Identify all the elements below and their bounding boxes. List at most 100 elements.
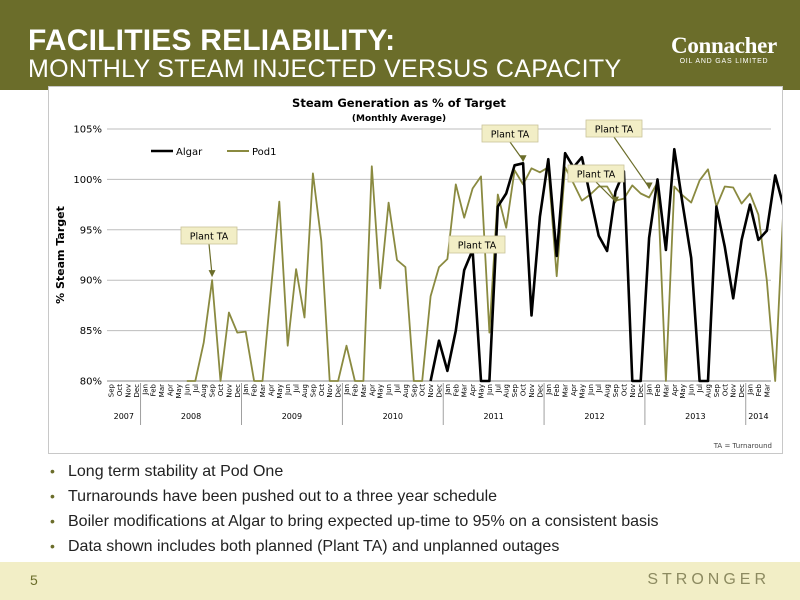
x-tick-label: Jun	[284, 384, 292, 396]
x-tick-label: Aug	[704, 384, 712, 398]
callout-label: Plant TA	[577, 170, 616, 181]
plant-ta-callout: Plant TA	[481, 124, 539, 163]
x-tick-label: Nov	[326, 384, 334, 398]
y-tick-label: 100%	[73, 175, 102, 186]
x-tick-label: Jul	[393, 384, 401, 394]
x-tick-label: Jun	[587, 384, 595, 396]
x-tick-label: Oct	[217, 384, 225, 396]
bullet-icon: •	[50, 538, 55, 554]
x-tick-label: Mar	[360, 384, 368, 397]
x-tick-label: Sep	[713, 383, 721, 397]
x-tick-label: Mar	[763, 384, 771, 397]
slide-header: FACILITIES RELIABILITY: MONTHLY STEAM IN…	[0, 0, 800, 90]
x-tick-label: Jul	[696, 384, 704, 394]
x-tick-label: Apr	[570, 384, 578, 396]
bullet-text: Boiler modifications at Algar to bring e…	[68, 513, 659, 530]
callout-arrowhead-icon	[519, 155, 527, 163]
bullet-text: Turnarounds have been pushed out to a th…	[68, 488, 498, 505]
x-tick-label: Jul	[192, 384, 200, 394]
bullet-icon: •	[50, 488, 55, 504]
x-tick-label: Dec	[637, 384, 645, 398]
year-label: 2009	[282, 412, 302, 421]
x-tick-label: Aug	[301, 384, 309, 398]
x-tick-label: Oct	[721, 384, 729, 396]
x-tick-label: Aug	[402, 384, 410, 398]
slide-footer: 5 STRONGER	[0, 562, 800, 600]
x-tick-label: Jan	[646, 384, 654, 396]
x-tick-label: Jun	[486, 384, 494, 396]
callout-box	[585, 119, 643, 138]
callout-label: Plant TA	[190, 232, 229, 243]
x-tick-label: May	[679, 384, 687, 398]
legend-label-algar: Algar	[176, 147, 203, 158]
x-tick-label: Sep	[209, 383, 217, 397]
x-tick-label: Oct	[520, 384, 528, 396]
year-label: 2007	[114, 412, 134, 421]
series-line-pod1	[186, 165, 800, 382]
y-axis-label: % Steam Target	[54, 206, 67, 304]
slide-title: FACILITIES RELIABILITY:	[28, 24, 396, 57]
bullet-icon: •	[50, 463, 55, 479]
x-tick-label: Jun	[385, 384, 393, 396]
x-tick-label: Mar	[562, 384, 570, 397]
year-label: 2012	[584, 412, 604, 421]
x-tick-label: Jan	[242, 384, 250, 396]
callout-arrow	[613, 136, 650, 188]
x-tick-label: Feb	[755, 383, 763, 396]
x-tick-label: Oct	[419, 384, 427, 396]
x-tick-label: Jan	[141, 384, 149, 396]
bullet-icon: •	[50, 513, 55, 529]
x-tick-label: Sep	[612, 383, 620, 397]
callout-arrowhead-icon	[208, 270, 216, 278]
x-tick-label: Jun	[183, 384, 191, 396]
x-tick-label: Dec	[436, 384, 444, 398]
x-tick-label: Feb	[553, 383, 561, 396]
x-tick-label: May	[478, 384, 486, 398]
series-line-algar	[429, 147, 794, 383]
x-tick-label: Apr	[267, 384, 275, 396]
x-tick-label: Apr	[671, 384, 679, 396]
x-tick-label: Aug	[604, 384, 612, 398]
steam-generation-chart: 80%85%90%95%100%105%Sep Oct Nov Dec Jan Feb Ma…	[54, 96, 800, 450]
y-tick-label: 95%	[80, 225, 102, 236]
x-tick-label: Jul	[595, 384, 603, 394]
chart-legend: Algar Pod1	[151, 147, 277, 158]
bullet-text: Long term stability at Pod One	[68, 463, 284, 480]
x-tick-label: Jan	[343, 384, 351, 396]
chart-container: 80% 85% 90% 95% 100% 105% Sep Oct Nov Dec Jan Feb Ma…	[48, 86, 800, 454]
x-tick-label: Dec	[738, 384, 746, 398]
page-number: 5	[30, 572, 38, 588]
x-tick-label: Nov	[225, 384, 233, 398]
x-tick-label: May	[175, 384, 183, 398]
x-tick-label: Feb	[351, 383, 359, 396]
x-tick-label: Dec	[335, 384, 343, 398]
callout-box	[481, 124, 539, 143]
x-tick-label: Nov	[730, 384, 738, 398]
x-tick-label: May	[377, 384, 385, 398]
bullet-item: • Long term stability at Pod One	[48, 459, 778, 484]
bullet-item: • Boiler modifications at Algar to bring …	[48, 509, 778, 534]
x-tick-label: Apr	[368, 384, 376, 396]
bullet-item: • Data shown includes both planned (Plant…	[48, 534, 778, 559]
x-tick-label: Jun	[688, 384, 696, 396]
x-tick-label: Jul	[293, 384, 301, 394]
y-tick-label: 85%	[80, 326, 102, 337]
x-tick-label: Apr	[167, 384, 175, 396]
x-tick-label: Feb	[452, 383, 460, 396]
x-tick-label: Sep	[511, 383, 519, 397]
y-tick-label: 90%	[80, 276, 102, 287]
x-tick-label: Apr	[469, 384, 477, 396]
y-tick-label: 105%	[73, 125, 102, 136]
x-tick-label: May	[578, 384, 586, 398]
chart-subtitle: (Monthly Average)	[352, 114, 446, 124]
x-tick-label: Aug	[200, 384, 208, 398]
x-tick-label: Feb	[150, 383, 158, 396]
company-logo: Connacher OIL AND GAS LIMITED	[668, 34, 780, 66]
x-tick-label: Oct	[620, 384, 628, 396]
x-tick-label: Nov	[528, 384, 536, 398]
x-tick-label: Oct	[116, 384, 124, 396]
x-tick-label: Nov	[125, 384, 133, 398]
legend-label-pod1: Pod1	[252, 147, 277, 158]
logo-subtext: OIL AND GAS LIMITED	[679, 58, 769, 65]
x-tick-label: Mar	[158, 384, 166, 397]
